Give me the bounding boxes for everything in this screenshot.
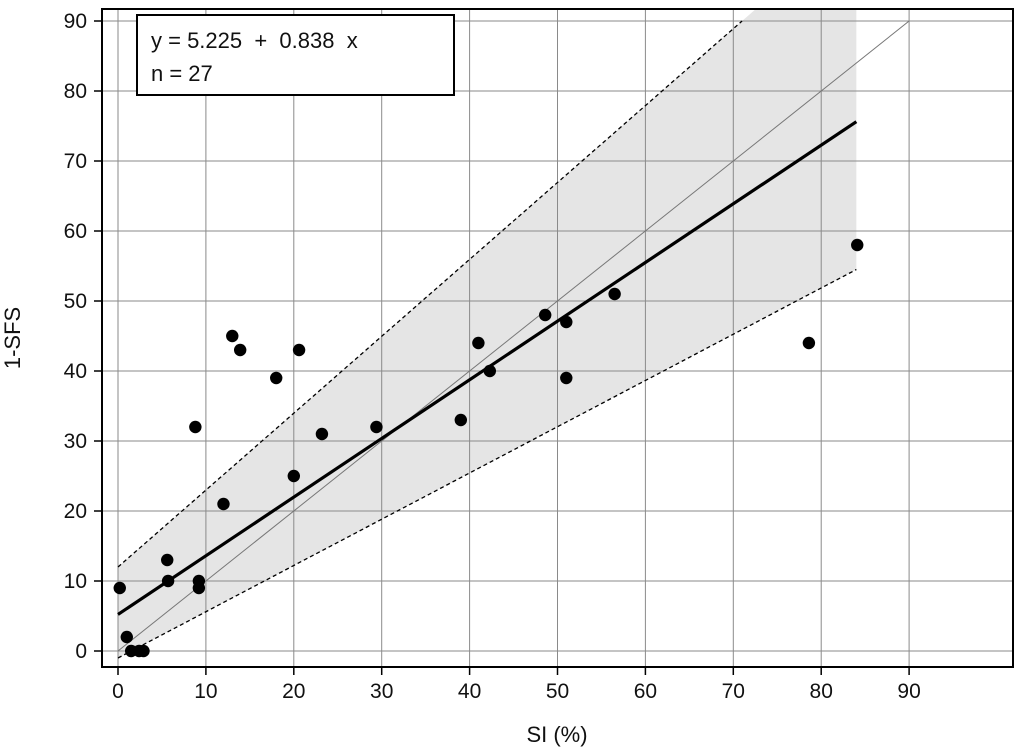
data-point [292, 343, 306, 357]
prediction-band-layer [118, 9, 857, 658]
data-point [120, 630, 133, 644]
y-tick-label: 30 [64, 430, 87, 453]
data-point [189, 420, 202, 434]
data-point [287, 469, 300, 483]
y-tick-label: 40 [64, 360, 87, 383]
x-tick-label: 10 [194, 680, 217, 703]
data-point [315, 427, 329, 441]
points-layer [113, 238, 864, 658]
y-tick-label: 20 [64, 500, 87, 523]
x-tick-label: 40 [458, 680, 481, 703]
data-point [137, 644, 150, 658]
regression-equation: y = 5.225 + 0.838 x [151, 28, 358, 53]
x-tick-label: 20 [282, 680, 305, 703]
data-point [560, 315, 573, 329]
grid-layer [102, 9, 1013, 667]
prediction-band-fill [118, 9, 857, 658]
x-tick-label: 30 [370, 680, 393, 703]
equation-box-frame [136, 14, 455, 96]
data-point [454, 413, 468, 427]
x-tick-label: 0 [112, 680, 124, 703]
tick-layer [94, 20, 910, 675]
data-point [560, 371, 573, 385]
data-point [192, 581, 206, 595]
x-tick-label: 90 [897, 680, 920, 703]
data-point [851, 238, 864, 252]
sample-size-label: n = 27 [151, 61, 213, 86]
x-tick-label: 60 [634, 680, 657, 703]
y-tick-label: 50 [64, 290, 87, 313]
x-tick-label: 80 [810, 680, 833, 703]
data-point [802, 336, 816, 350]
data-point [483, 364, 497, 378]
y-tick-label: 0 [75, 640, 87, 663]
data-point [226, 329, 239, 343]
y-tick-label: 10 [64, 570, 87, 593]
x-tick-label: 50 [546, 680, 569, 703]
tick-label-layer: 0 10 20 30 40 50 60 70 80 90 0 10 20 30 40 50 60 70 80 90 [64, 10, 921, 703]
data-point [161, 574, 175, 588]
data-point [217, 497, 230, 511]
data-point [472, 336, 485, 350]
data-point [270, 371, 283, 385]
y-tick-label: 60 [64, 220, 87, 243]
y-tick-label: 80 [64, 80, 87, 103]
y-tick-label: 90 [64, 10, 87, 33]
data-point [113, 581, 126, 595]
data-point [161, 553, 174, 567]
x-axis-title: SI (%) [526, 722, 587, 747]
x-tick-label: 70 [722, 680, 745, 703]
data-point [608, 287, 621, 301]
data-point [233, 343, 247, 357]
identity-line [117, 20, 910, 652]
equation-box: y = 5.225 + 0.838 x n = 27 [136, 14, 455, 96]
data-point [370, 420, 383, 434]
y-tick-label: 70 [64, 150, 87, 173]
y-axis-title: 1-SFS [0, 307, 25, 369]
upper-prediction-limit [117, 20, 743, 568]
data-point [538, 308, 552, 322]
lower-prediction-limit [117, 268, 857, 659]
